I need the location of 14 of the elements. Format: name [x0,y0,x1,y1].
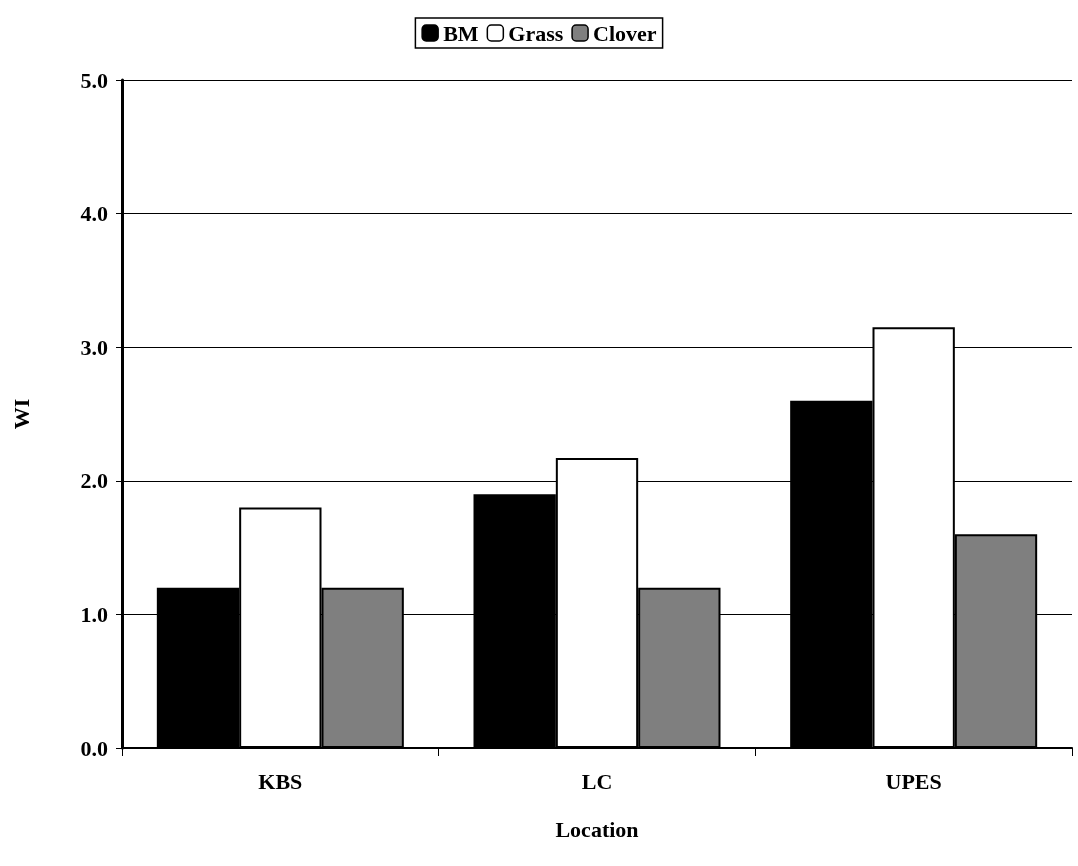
y-tick-label: 4.0 [80,201,108,227]
y-tick-label: 0.0 [80,735,108,761]
y-tick-label: 5.0 [80,67,108,93]
legend-label: Grass [508,20,564,46]
x-tick-label: KBS [258,768,303,794]
y-tick-label: 1.0 [80,601,108,627]
x-axis-title: Location [555,816,639,842]
y-tick-label: 3.0 [80,334,108,360]
legend-label: BM [443,20,479,46]
x-tick-label: LC [581,768,613,794]
x-tick-label: UPES [885,768,942,794]
y-tick-label: 2.0 [80,468,108,494]
y-axis-title: WI [8,398,34,430]
legend-label: Clover [593,20,657,46]
